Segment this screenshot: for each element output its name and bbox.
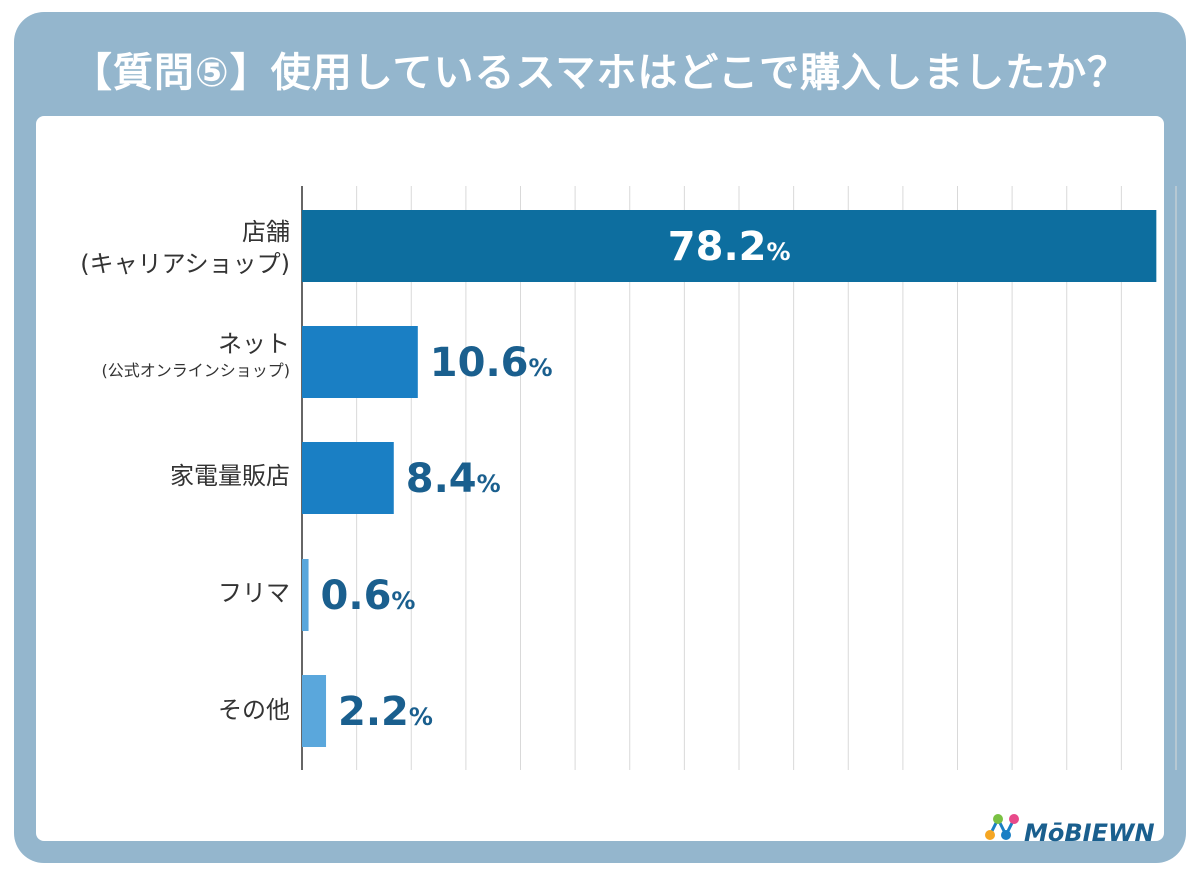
- bar: [302, 675, 327, 747]
- bar: [302, 326, 418, 398]
- logo-icon: [985, 814, 1019, 840]
- category-label-main: フリマ: [218, 579, 290, 607]
- chart-frame: 【質問⑤】使用しているスマホはどこで購入しましたか？: [14, 12, 1186, 863]
- category-label-net: ネット (公式オンラインショップ): [102, 328, 291, 382]
- category-labels: 店舗 (キャリアショップ) ネット (公式オンラインショップ) 家電量販店 フリ…: [0, 0, 290, 875]
- data-label: 78.2%: [668, 224, 791, 270]
- category-label-main: 家電量販店: [170, 462, 290, 490]
- category-label-electronics-store: 家電量販店: [170, 460, 290, 492]
- logo-text: MōBIEWN: [1024, 819, 1155, 847]
- data-label: 10.6%: [430, 340, 553, 386]
- category-label-sub: (キャリアショップ): [80, 250, 290, 279]
- bar: [302, 442, 394, 514]
- category-label-flea-market: フリマ: [218, 577, 290, 609]
- mobiewn-logo: MōBIEWN: [985, 814, 1155, 847]
- data-label: 2.2%: [338, 689, 433, 735]
- data-label: 8.4%: [406, 456, 501, 502]
- category-label-main: その他: [218, 696, 290, 724]
- bar: [302, 559, 309, 631]
- category-label-other: その他: [218, 694, 290, 726]
- category-label-sub: (公式オンラインショップ): [101, 361, 291, 381]
- category-label-main: 店舗: [242, 218, 290, 246]
- category-label-main: ネット: [218, 330, 290, 358]
- category-label-store: 店舗 (キャリアショップ): [80, 216, 290, 281]
- chart-title: 【質問⑤】使用しているスマホはどこで購入しましたか？: [71, 50, 1129, 96]
- data-label: 0.6%: [321, 573, 416, 619]
- bar: [302, 210, 1157, 282]
